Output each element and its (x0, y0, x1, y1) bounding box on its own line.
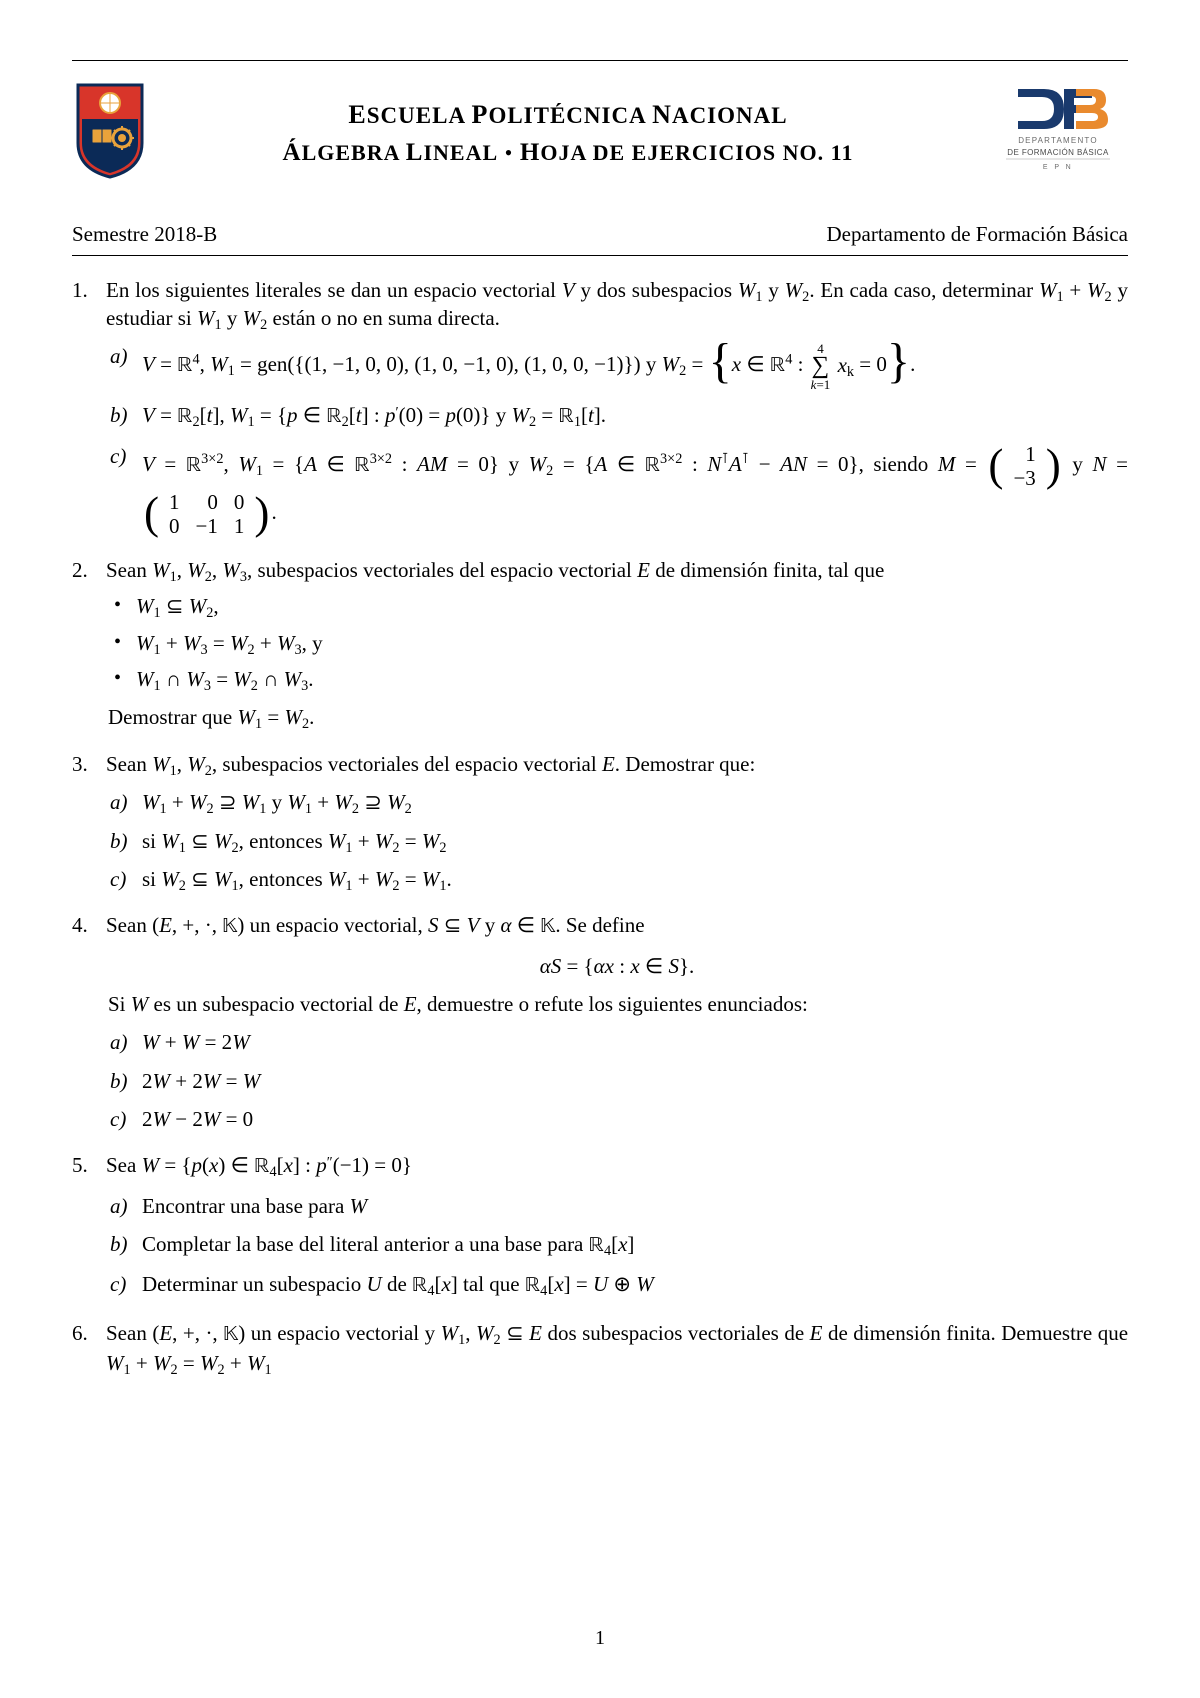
semester-right: Departamento de Formación Básica (827, 220, 1128, 248)
exercise-3c: si W2 ⊆ W1, entonces W1 + W2 = W1. (106, 865, 1128, 893)
exercise-4: Sean (E, +, ·, 𝕂) un espacio vectorial, … (72, 911, 1128, 1133)
exercise-4a: W + W = 2W (106, 1028, 1128, 1056)
exercise-5c: Determinar un subespacio U de ℝ4[x] tal … (106, 1270, 1128, 1300)
exercise-1c: V = ℝ3×2, W1 = {A ∈ ℝ3×2 : AM = 0} y W2 … (106, 442, 1128, 539)
exercise-list: En los siguientes literales se dan un es… (72, 276, 1128, 1378)
exercise-3: Sean W1, W2, subespacios vectoriales del… (72, 750, 1128, 893)
exercise-5: Sea W = {p(x) ∈ ℝ4[x] : p″(−1) = 0} Enco… (72, 1151, 1128, 1300)
exercise-4-equation: αS = {αx : x ∈ S}. (106, 952, 1128, 980)
exercise-1a: V = ℝ4, W1 = gen({(1, −1, 0, 0), (1, 0, … (106, 342, 1128, 391)
svg-text:DEPARTAMENTO: DEPARTAMENTO (1018, 136, 1098, 145)
semester-left: Semestre 2018-B (72, 220, 217, 248)
exercise-1b: V = ℝ2[t], W1 = {p ∈ ℝ2[t] : p′(0) = p(0… (106, 401, 1128, 431)
exercise-2-bullet-1: W1 ⊆ W2, (106, 592, 1128, 620)
semester-row: Semestre 2018-B Departamento de Formació… (72, 220, 1128, 252)
document-header: ESCUELA POLITÉCNICA NACIONAL ÁLGEBRA LIN… (72, 75, 1128, 190)
exercise-4b: 2W + 2W = W (106, 1067, 1128, 1095)
logo-dfb: DEPARTAMENTO DE FORMACIÓN BÁSICA E P N (988, 85, 1128, 182)
exercise-5a: Encontrar una base para W (106, 1192, 1128, 1220)
header-line-1: ESCUELA POLITÉCNICA NACIONAL (160, 97, 976, 132)
exercise-6: Sean (E, +, ·, 𝕂) un espacio vectorial y… (72, 1319, 1128, 1378)
exercise-3b: si W1 ⊆ W2, entonces W1 + W2 = W2 (106, 827, 1128, 855)
header-title-block: ESCUELA POLITÉCNICA NACIONAL ÁLGEBRA LIN… (160, 97, 976, 170)
exercise-4c: 2W − 2W = 0 (106, 1105, 1128, 1133)
svg-text:DE FORMACIÓN BÁSICA: DE FORMACIÓN BÁSICA (1007, 148, 1109, 157)
exercise-5b: Completar la base del literal anterior a… (106, 1230, 1128, 1260)
exercise-1: En los siguientes literales se dan un es… (72, 276, 1128, 538)
page-number: 1 (0, 1625, 1200, 1652)
logo-epn (72, 81, 148, 186)
exercise-2: Sean W1, W2, W3, subespacios vectoriales… (72, 556, 1128, 732)
exercise-2-bullet-3: W1 ∩ W3 = W2 ∩ W3. (106, 665, 1128, 693)
header-line-2: ÁLGEBRA LINEAL • HOJA DE EJERCICIOS NO. … (160, 136, 976, 170)
exercise-2-conclusion: Demostrar que W1 = W2. (106, 703, 1128, 731)
exercise-4-post: Si W es un subespacio vectorial de E, de… (106, 990, 1128, 1018)
exercise-2-bullet-2: W1 + W3 = W2 + W3, y (106, 629, 1128, 657)
svg-text:E P N: E P N (1043, 164, 1073, 171)
exercise-3a: W1 + W2 ⊇ W1 y W1 + W2 ⊇ W2 (106, 788, 1128, 816)
